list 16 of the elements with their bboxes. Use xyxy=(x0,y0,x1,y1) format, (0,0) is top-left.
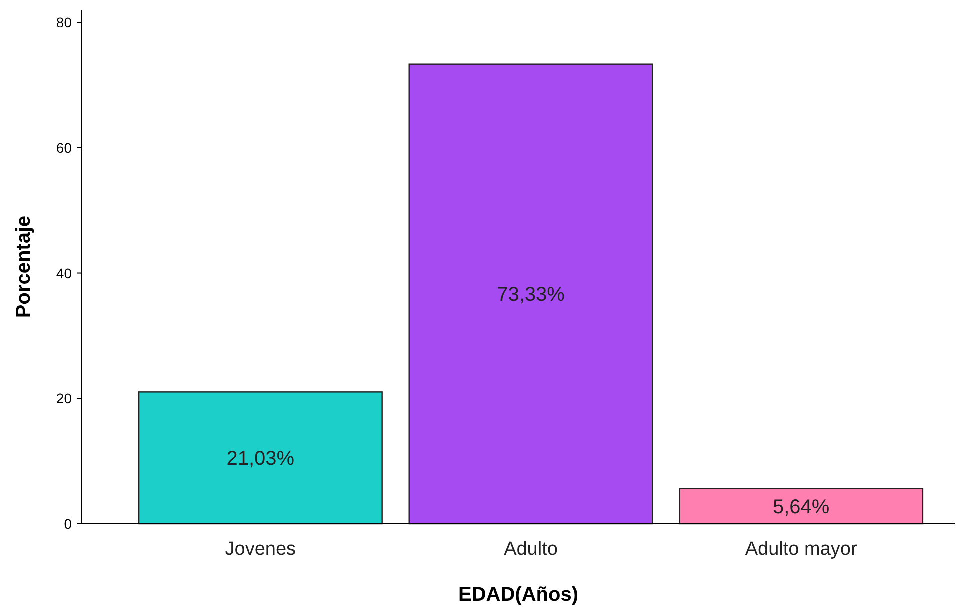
bar xyxy=(408,64,654,525)
data-label: 21,03% xyxy=(226,448,295,470)
y-tick-label: 80 xyxy=(56,14,72,31)
data-label: 73,33% xyxy=(497,284,566,306)
y-tick-label: 40 xyxy=(56,265,72,282)
x-tick-label: Adulto mayor xyxy=(745,539,858,560)
y-tick-label: 20 xyxy=(56,390,72,407)
y-tick-label: 60 xyxy=(56,140,72,156)
x-tick-label: Jovenes xyxy=(225,539,296,560)
data-label: 5,64% xyxy=(772,496,830,518)
bar xyxy=(679,488,924,525)
x-axis-title: EDAD(Años) xyxy=(458,584,578,606)
y-axis-title: Porcentaje xyxy=(13,216,35,318)
x-tick-label: Adulto xyxy=(504,539,558,560)
y-tick-label: 0 xyxy=(64,516,72,532)
bar xyxy=(138,392,383,525)
